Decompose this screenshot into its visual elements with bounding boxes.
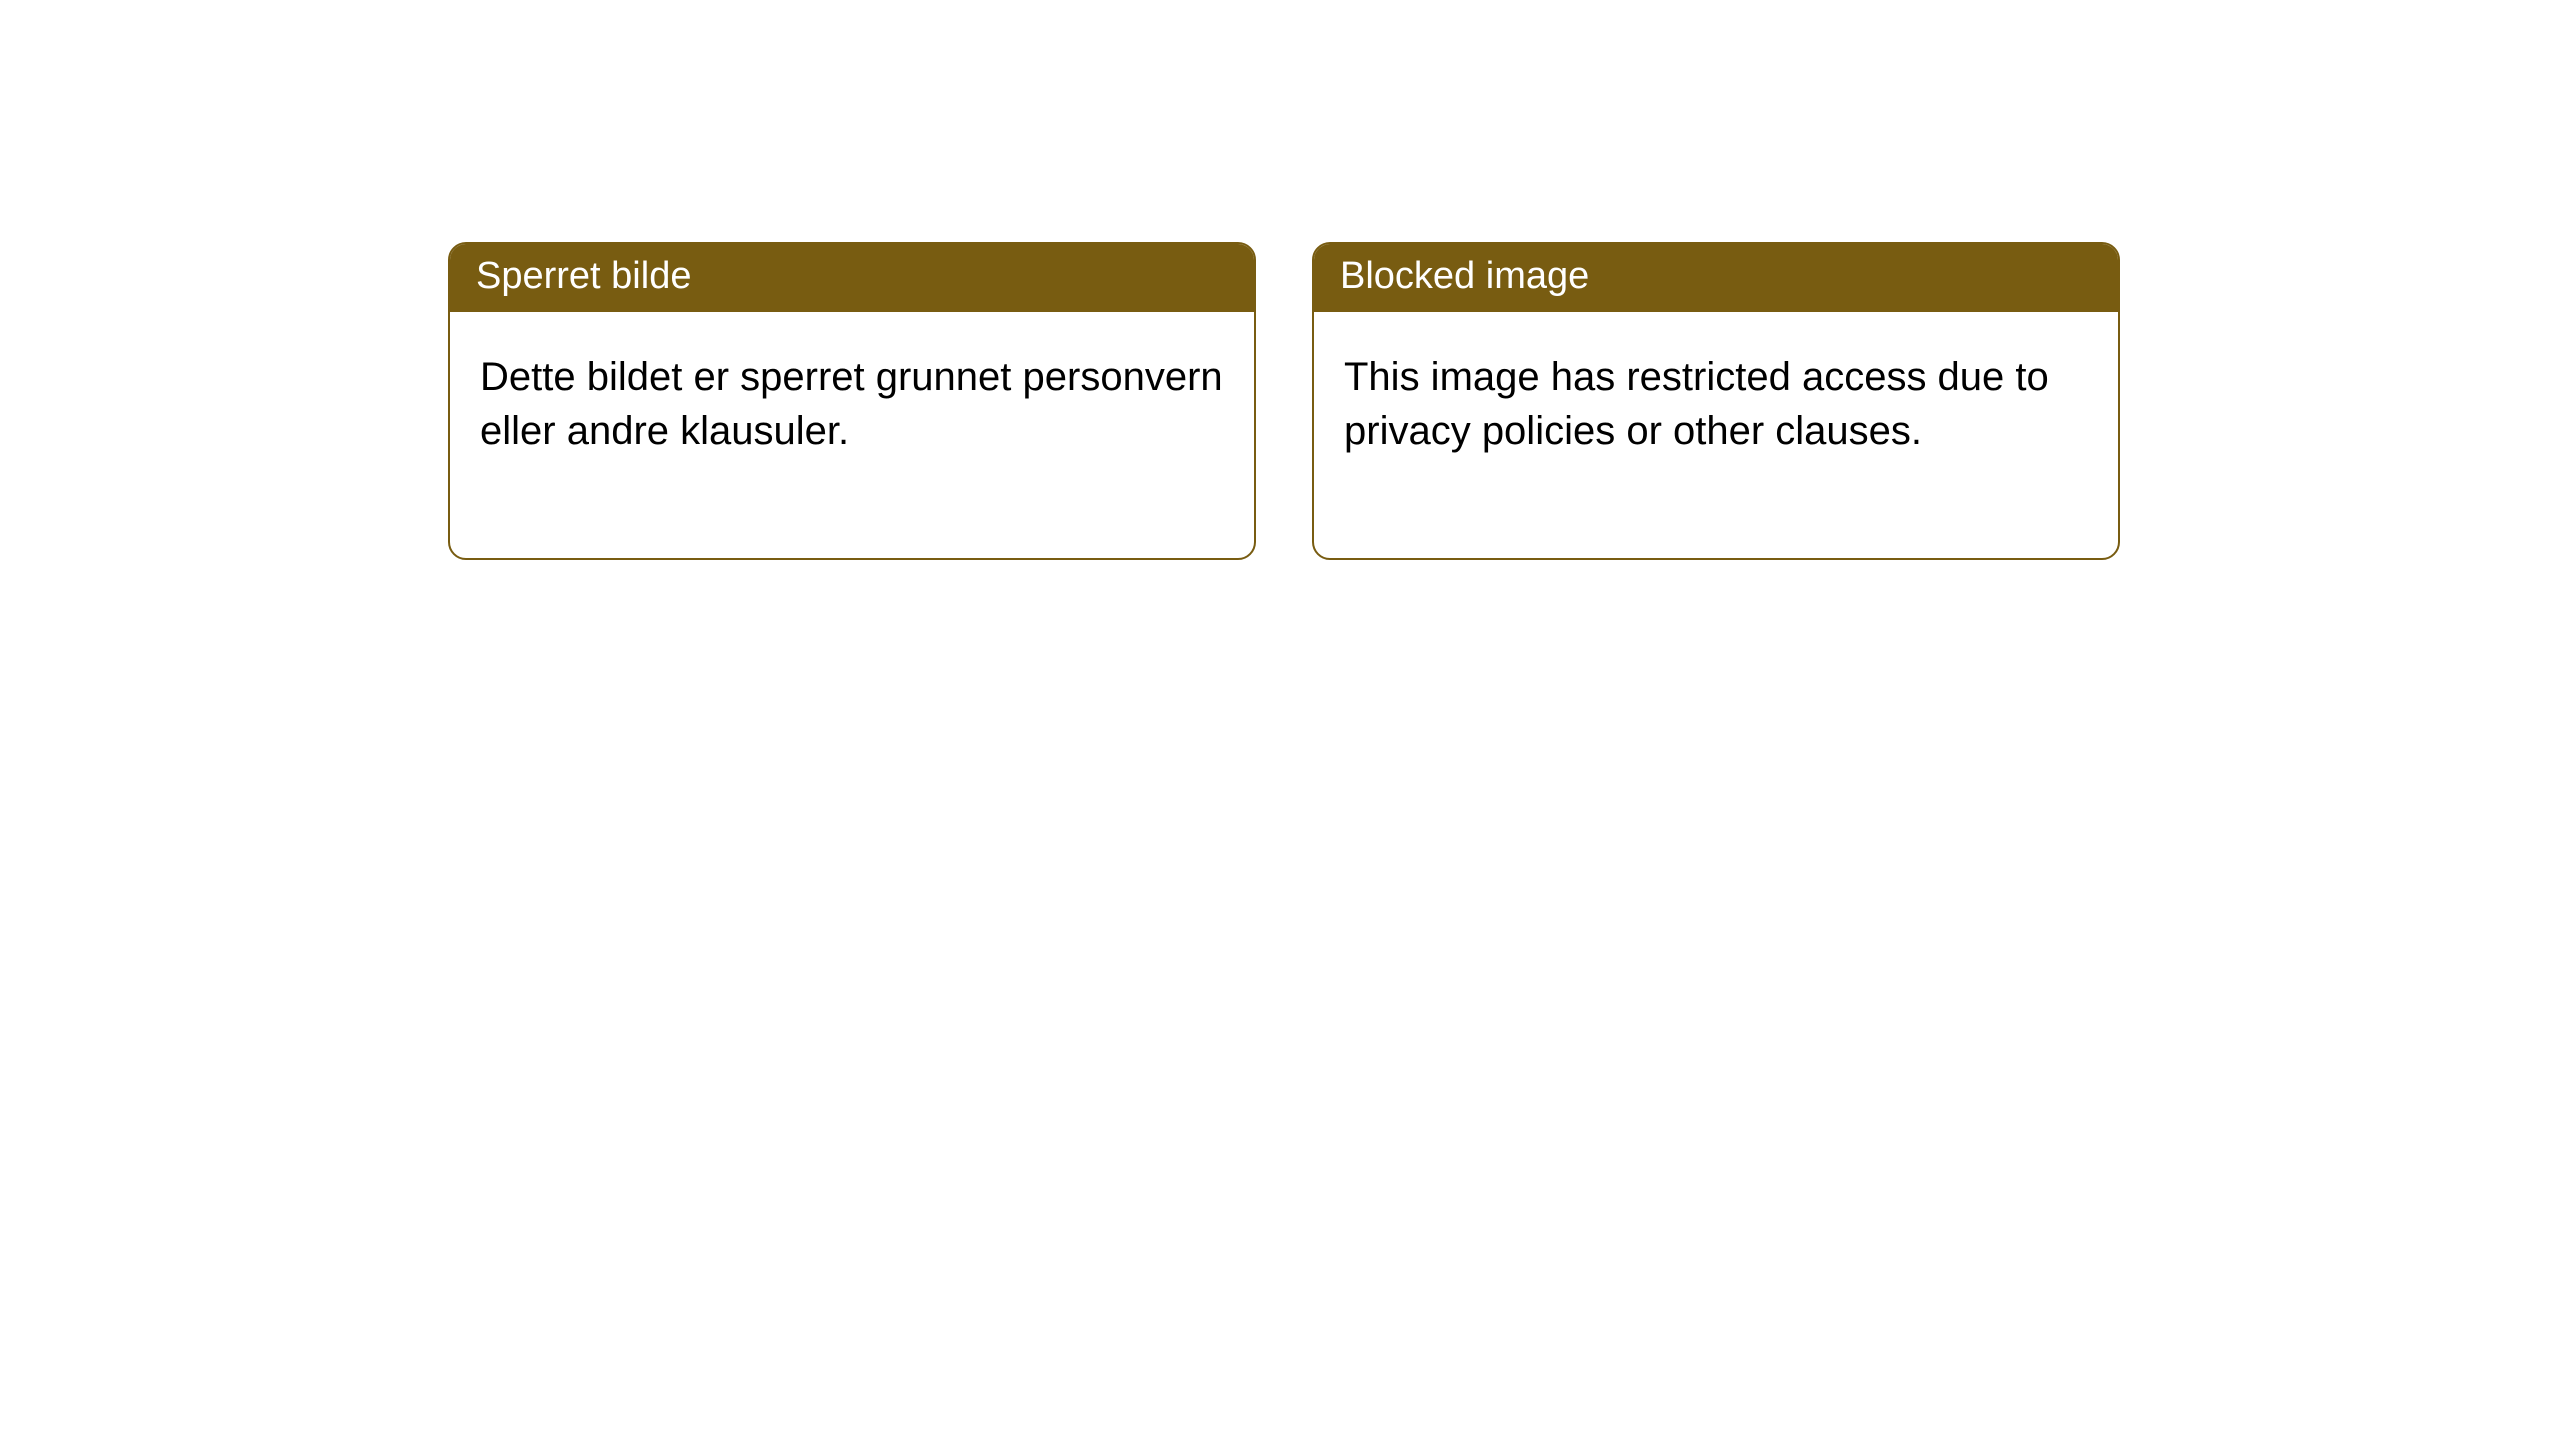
notice-card-norwegian: Sperret bilde Dette bildet er sperret gr… — [448, 242, 1256, 560]
notice-body-english: This image has restricted access due to … — [1314, 312, 2118, 558]
notice-card-english: Blocked image This image has restricted … — [1312, 242, 2120, 560]
notice-title-norwegian: Sperret bilde — [450, 244, 1254, 312]
notice-body-norwegian: Dette bildet er sperret grunnet personve… — [450, 312, 1254, 558]
notice-title-english: Blocked image — [1314, 244, 2118, 312]
notice-container: Sperret bilde Dette bildet er sperret gr… — [0, 0, 2560, 560]
